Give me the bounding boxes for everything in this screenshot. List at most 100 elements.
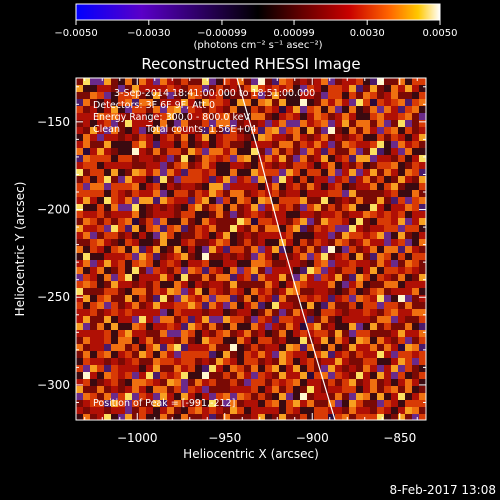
heatmap-cell (335, 400, 342, 407)
heatmap-cell (83, 155, 90, 162)
heatmap-cell (272, 295, 279, 302)
heatmap-cell (370, 351, 377, 358)
heatmap-cell (356, 379, 363, 386)
heatmap-cell (307, 232, 314, 239)
heatmap-cell (125, 365, 132, 372)
heatmap-cell (132, 232, 139, 239)
x-tick-label: −1000 (117, 431, 158, 445)
heatmap-cell (321, 197, 328, 204)
heatmap-cell (209, 197, 216, 204)
heatmap-cell (419, 365, 426, 372)
heatmap-cell (174, 260, 181, 267)
heatmap-cell (251, 225, 258, 232)
heatmap-cell (286, 386, 293, 393)
heatmap-cell (209, 309, 216, 316)
heatmap-cell (104, 372, 111, 379)
heatmap-cell (160, 169, 167, 176)
heatmap-cell (125, 78, 132, 85)
heatmap-cell (405, 344, 412, 351)
heatmap-cell (188, 155, 195, 162)
heatmap-cell (328, 190, 335, 197)
heatmap-cell (181, 78, 188, 85)
heatmap-cell (174, 190, 181, 197)
heatmap-cell (230, 337, 237, 344)
heatmap-cell (279, 218, 286, 225)
heatmap-cell (279, 400, 286, 407)
heatmap-cell (356, 169, 363, 176)
heatmap-cell (160, 148, 167, 155)
heatmap-cell (90, 197, 97, 204)
heatmap-cell (216, 379, 223, 386)
heatmap-cell (321, 281, 328, 288)
heatmap-cell (202, 85, 209, 92)
heatmap-cell (384, 274, 391, 281)
heatmap-cell (384, 253, 391, 260)
heatmap-cell (384, 120, 391, 127)
heatmap-cell (342, 99, 349, 106)
heatmap-cell (314, 386, 321, 393)
heatmap-cell (272, 155, 279, 162)
heatmap-cell (377, 323, 384, 330)
heatmap-cell (314, 288, 321, 295)
heatmap-cell (146, 386, 153, 393)
heatmap-cell (293, 344, 300, 351)
heatmap-cell (125, 232, 132, 239)
heatmap-cell (230, 204, 237, 211)
heatmap-cell (356, 323, 363, 330)
heatmap-cell (160, 127, 167, 134)
heatmap-cell (363, 78, 370, 85)
heatmap-cell (118, 281, 125, 288)
heatmap-cell (300, 365, 307, 372)
heatmap-cell (111, 218, 118, 225)
heatmap-cell (118, 407, 125, 414)
heatmap-cell (188, 267, 195, 274)
heatmap-cell (363, 92, 370, 99)
heatmap-cell (223, 400, 230, 407)
heatmap-cell (370, 400, 377, 407)
heatmap-cell (104, 295, 111, 302)
heatmap-cell (202, 141, 209, 148)
heatmap-cell (272, 99, 279, 106)
heatmap-cell (118, 113, 125, 120)
heatmap-cell (153, 414, 160, 420)
heatmap-cell (279, 330, 286, 337)
heatmap-cell (202, 337, 209, 344)
x-tick-label: −950 (208, 431, 241, 445)
heatmap-cell (405, 127, 412, 134)
heatmap-cell (216, 141, 223, 148)
heatmap-cell (202, 225, 209, 232)
heatmap-cell (265, 190, 272, 197)
heatmap-cell (209, 92, 216, 99)
heatmap-cell (356, 372, 363, 379)
heatmap-cell (391, 337, 398, 344)
heatmap-cell (167, 400, 174, 407)
heatmap-cell (377, 197, 384, 204)
heatmap-cell (139, 344, 146, 351)
heatmap-cell (139, 148, 146, 155)
heatmap-cell (384, 141, 391, 148)
heatmap-cell (153, 99, 160, 106)
heatmap-cell (370, 407, 377, 414)
heatmap-cell (398, 400, 405, 407)
heatmap-cell (244, 302, 251, 309)
heatmap-cell (181, 176, 188, 183)
heatmap-cell (230, 295, 237, 302)
heatmap-cell (76, 351, 83, 358)
heatmap-cell (104, 344, 111, 351)
heatmap-cell (342, 260, 349, 267)
heatmap-cell (272, 358, 279, 365)
heatmap-cell (83, 190, 90, 197)
heatmap-cell (391, 267, 398, 274)
heatmap-cell (412, 246, 419, 253)
heatmap-cell (202, 162, 209, 169)
heatmap-cell (391, 106, 398, 113)
heatmap-cell (391, 99, 398, 106)
heatmap-cell (265, 239, 272, 246)
heatmap-cell (188, 274, 195, 281)
heatmap-cell (342, 288, 349, 295)
heatmap-cell (111, 365, 118, 372)
heatmap-cell (132, 295, 139, 302)
heatmap-cell (111, 267, 118, 274)
heatmap-cell (265, 162, 272, 169)
heatmap-cell (223, 372, 230, 379)
